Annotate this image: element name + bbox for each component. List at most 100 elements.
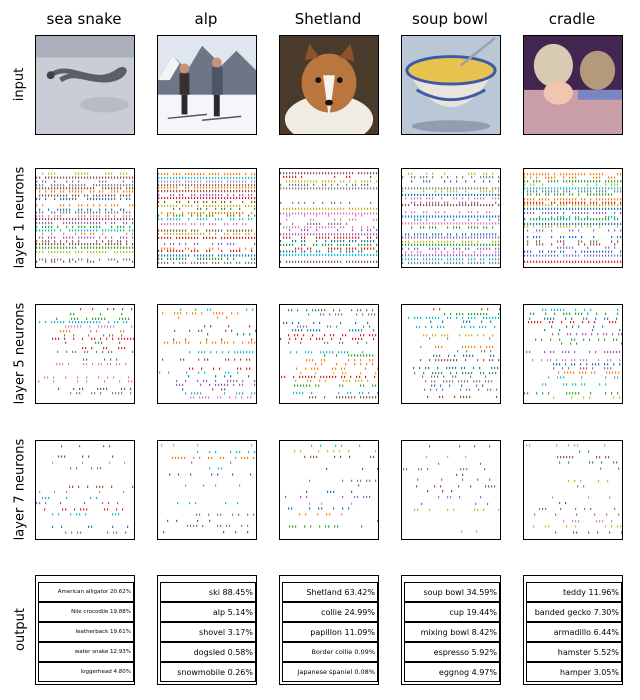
spike-mark bbox=[486, 313, 488, 316]
spike-mark bbox=[566, 392, 568, 395]
spike-mark bbox=[280, 253, 282, 257]
spike-mark bbox=[188, 176, 190, 180]
spike-mark bbox=[240, 351, 242, 354]
spike-mark bbox=[553, 367, 555, 370]
spike-mark bbox=[605, 215, 607, 219]
spike-mark bbox=[611, 525, 613, 528]
spike-mark bbox=[602, 260, 604, 263]
spike-mark bbox=[36, 176, 38, 179]
spike-mark bbox=[84, 350, 86, 353]
spike-mark bbox=[597, 531, 599, 534]
spike-mark bbox=[570, 371, 572, 374]
spike-mark bbox=[316, 233, 318, 236]
spike-mark bbox=[370, 212, 372, 215]
spike-mark bbox=[373, 226, 375, 229]
spike-mark bbox=[578, 215, 580, 219]
spike-mark bbox=[414, 193, 416, 196]
spike-mark bbox=[372, 359, 374, 362]
spike-mark bbox=[477, 261, 479, 265]
spike-mark bbox=[343, 253, 345, 257]
spike-mark bbox=[566, 207, 568, 210]
spike-mark bbox=[123, 194, 125, 197]
spike-mark bbox=[342, 341, 344, 344]
spike-mark bbox=[167, 212, 169, 215]
spike-mark bbox=[108, 246, 110, 249]
spike-mark bbox=[212, 204, 214, 207]
spike-mark bbox=[442, 395, 444, 398]
spike-mark bbox=[206, 180, 208, 183]
spike-mark bbox=[161, 247, 163, 250]
spike-mark bbox=[179, 214, 181, 217]
spike-mark bbox=[233, 214, 235, 217]
spike-mark bbox=[444, 218, 446, 221]
spike-mark bbox=[164, 236, 166, 239]
spike-mark bbox=[108, 243, 110, 246]
spike-mark bbox=[239, 204, 241, 207]
spike-mark bbox=[220, 524, 222, 527]
spike-mark bbox=[183, 358, 185, 361]
spike-mark bbox=[545, 204, 547, 207]
prediction-label: espresso 5.92% bbox=[404, 642, 500, 662]
spike-mark bbox=[465, 359, 467, 362]
spike-mark bbox=[539, 207, 541, 210]
spike-mark bbox=[185, 186, 187, 189]
spike-mark bbox=[420, 345, 422, 348]
spike-mark bbox=[328, 226, 330, 229]
spike-mark bbox=[179, 249, 181, 253]
spike-mark bbox=[161, 254, 163, 257]
spike-mark bbox=[293, 375, 295, 378]
spike-mark bbox=[158, 173, 160, 176]
spike-mark bbox=[337, 260, 339, 263]
spike-mark bbox=[346, 187, 348, 190]
spike-mark bbox=[349, 253, 351, 257]
spike-mark bbox=[60, 330, 62, 333]
spike-mark bbox=[331, 183, 333, 186]
spike-mark bbox=[319, 525, 321, 528]
spike-mark bbox=[236, 204, 238, 207]
spike-mark bbox=[461, 380, 463, 383]
spike-mark bbox=[129, 211, 131, 214]
spike-mark bbox=[310, 329, 312, 332]
spike-mark bbox=[188, 341, 190, 344]
spike-mark bbox=[208, 396, 210, 399]
spike-mark bbox=[87, 250, 89, 254]
spike-mark bbox=[63, 208, 65, 211]
spike-mark bbox=[90, 243, 92, 246]
spike-mark bbox=[59, 363, 61, 366]
spike-mark bbox=[480, 190, 482, 193]
prediction-label: collie 24.99% bbox=[282, 602, 378, 622]
spike-mark bbox=[305, 375, 307, 378]
spike-mark bbox=[340, 240, 342, 243]
spike-mark bbox=[61, 455, 63, 458]
spike-mark bbox=[99, 250, 101, 254]
spike-mark bbox=[52, 461, 54, 464]
spike-mark bbox=[310, 250, 312, 253]
spike-mark bbox=[334, 180, 336, 183]
spike-mark bbox=[361, 233, 363, 236]
spike-mark bbox=[209, 193, 211, 197]
spike-mark bbox=[563, 201, 565, 204]
spike-mark bbox=[614, 176, 616, 179]
spike-mark bbox=[295, 379, 297, 382]
spike-mark bbox=[227, 196, 229, 200]
spike-mark bbox=[584, 207, 586, 210]
spike-mark bbox=[322, 183, 324, 186]
spike-mark bbox=[453, 187, 455, 190]
spike-mark bbox=[354, 354, 356, 357]
spike-mark bbox=[456, 261, 458, 265]
spike-mark bbox=[495, 187, 497, 190]
spike-mark bbox=[186, 312, 188, 315]
spike-mark bbox=[599, 198, 601, 201]
prediction-label: hamper 3.05% bbox=[526, 662, 622, 682]
spike-mark bbox=[342, 334, 344, 337]
spike-mark bbox=[463, 354, 465, 357]
spike-mark bbox=[370, 240, 372, 243]
spike-mark bbox=[74, 508, 76, 511]
spike-mark bbox=[215, 193, 217, 197]
spike-mark bbox=[182, 249, 184, 253]
spike-mark bbox=[547, 359, 549, 362]
spike-mark bbox=[465, 240, 467, 243]
spike-mark bbox=[307, 329, 309, 332]
spike-mark bbox=[254, 257, 256, 260]
spike-mark bbox=[234, 351, 236, 354]
